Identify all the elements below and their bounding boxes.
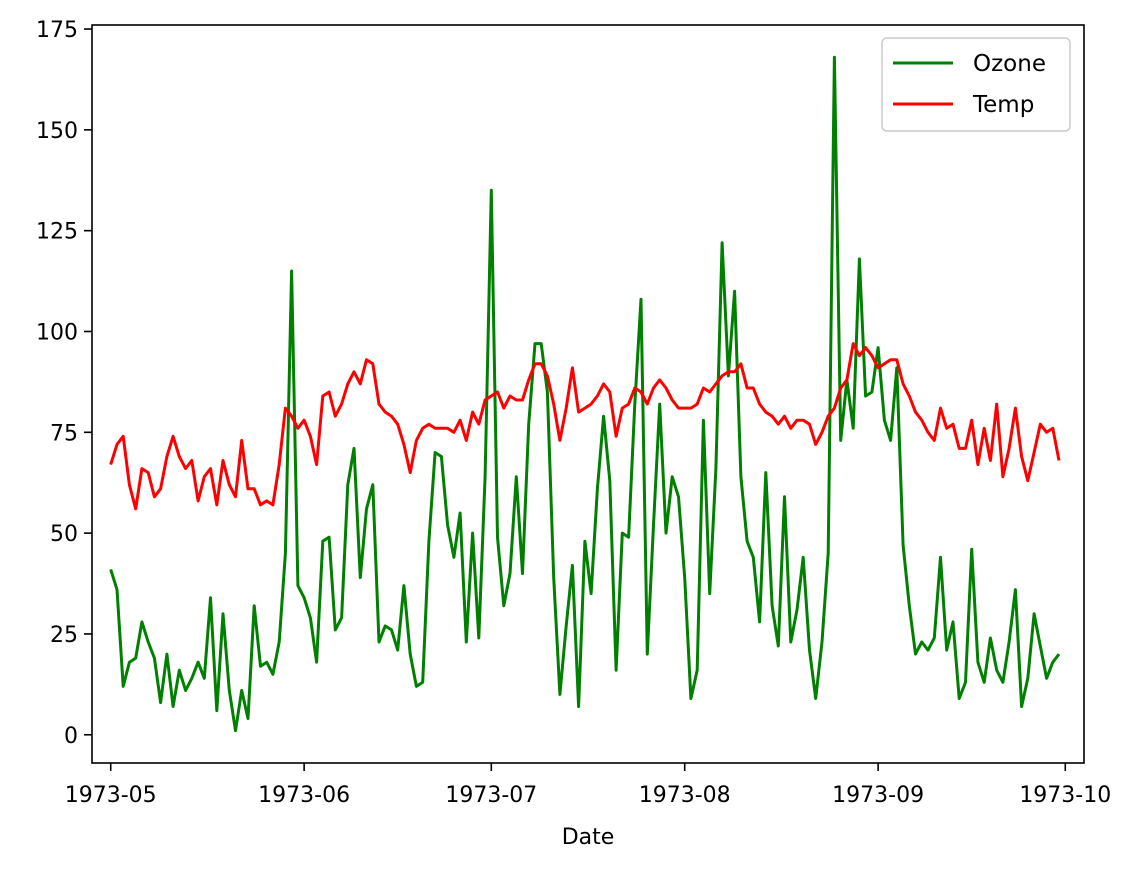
x-axis-label: Date xyxy=(562,825,615,850)
y-tick-label: 75 xyxy=(50,421,78,446)
plot-frame xyxy=(91,24,1085,764)
legend: Ozone Temp xyxy=(881,37,1071,132)
series-line-ozone xyxy=(109,55,1061,733)
x-axis: 1973-05 1973-06 1973-07 1973-08 1973-09 1973-… xyxy=(65,763,1111,808)
x-tick-label: 1973-09 xyxy=(832,783,924,808)
y-tick-label: 175 xyxy=(36,18,78,43)
x-tick-label: 1973-06 xyxy=(258,783,350,808)
x-tick-label: 1973-05 xyxy=(65,783,157,808)
x-tick-label: 1973-10 xyxy=(1019,783,1111,808)
y-tick-label: 25 xyxy=(50,623,78,648)
x-tick-label: 1973-07 xyxy=(445,783,537,808)
legend-box xyxy=(881,37,1071,132)
y-tick-label: 125 xyxy=(36,220,78,245)
y-tick-label: 0 xyxy=(64,724,78,749)
y-tick-label: 50 xyxy=(50,522,78,547)
y-axis: 0 25 50 75 100 125 150 175 xyxy=(36,18,92,749)
legend-label-ozone: Ozone xyxy=(973,51,1046,77)
x-tick-label: 1973-08 xyxy=(639,783,731,808)
series-line-temp xyxy=(109,342,1061,511)
y-tick-label: 100 xyxy=(36,320,78,345)
y-tick-label: 150 xyxy=(36,119,78,144)
plot-lines xyxy=(109,55,1061,733)
legend-label-temp: Temp xyxy=(972,92,1034,118)
